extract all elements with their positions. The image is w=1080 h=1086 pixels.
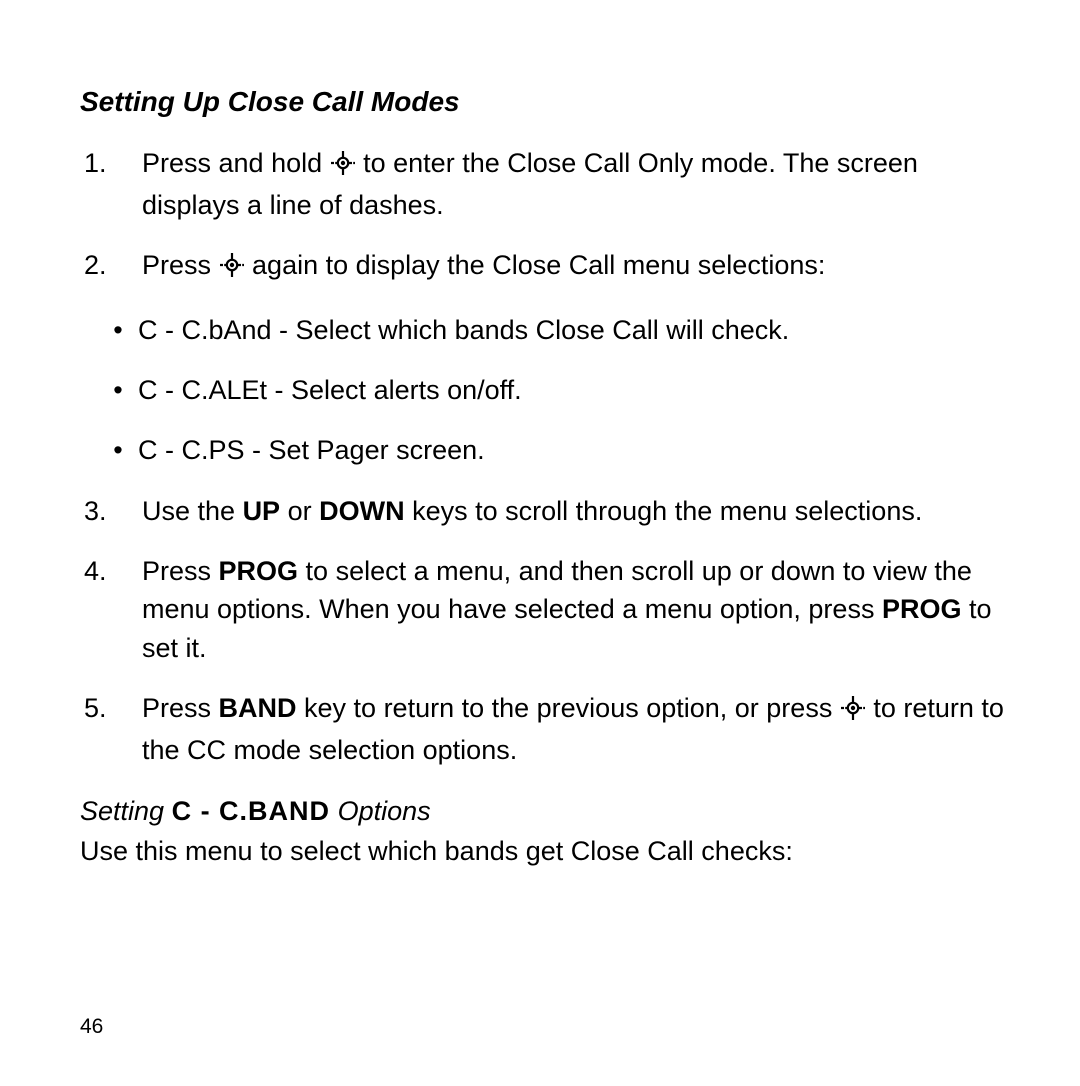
- subheading-lcd: C - C.BAND: [172, 796, 331, 826]
- step-text-post: again to display the Close Call menu sel…: [245, 250, 826, 280]
- step-number: 1.: [80, 144, 142, 225]
- bullet-item: • C - C.bAnd - Select which bands Close …: [80, 311, 1008, 349]
- step-number: 2.: [80, 246, 142, 288]
- step-body: Press and hold to enter the Close Call O…: [142, 144, 1008, 225]
- step-number: 3.: [80, 492, 142, 530]
- step-item: 1. Press and hold to enter the Close Cal…: [80, 144, 1008, 225]
- step-body: Press again to display the Close Call me…: [142, 246, 1008, 288]
- page-number: 46: [80, 1012, 103, 1042]
- step-item: 4. Press PROG to select a menu, and then…: [80, 552, 1008, 667]
- subheading-post: Options: [330, 796, 431, 826]
- step-item: 3. Use the UP or DOWN keys to scroll thr…: [80, 492, 1008, 530]
- step-number: 5.: [80, 689, 142, 770]
- step-item: 5. Press BAND key to return to the previ…: [80, 689, 1008, 770]
- bullet-marker: •: [80, 311, 138, 349]
- section-heading: Setting Up Close Call Modes: [80, 82, 1008, 122]
- bullet-text: C - C.bAnd - Select which bands Close Ca…: [138, 311, 1008, 349]
- step-body: Press BAND key to return to the previous…: [142, 689, 1008, 770]
- bullet-text: C - C.ALEt - Select alerts on/off.: [138, 371, 1008, 409]
- close-call-icon: [330, 148, 356, 186]
- close-call-icon: [840, 693, 866, 731]
- step-number: 4.: [80, 552, 142, 667]
- subsection-heading: Setting C - C.BAND Options: [80, 792, 1008, 830]
- close-call-icon: [219, 250, 245, 288]
- step-body: Use the UP or DOWN keys to scroll throug…: [142, 492, 1008, 530]
- bullet-marker: •: [80, 371, 138, 409]
- step-text-pre: Press: [142, 250, 219, 280]
- step-item: 2. Press again to display the Close Call…: [80, 246, 1008, 288]
- bullet-text: C - C.PS - Set Pager screen.: [138, 431, 1008, 469]
- bullet-item: • C - C.PS - Set Pager screen.: [80, 431, 1008, 469]
- bullet-item: • C - C.ALEt - Select alerts on/off.: [80, 371, 1008, 409]
- manual-page: Setting Up Close Call Modes 1. Press and…: [0, 0, 1080, 1086]
- bullet-marker: •: [80, 431, 138, 469]
- step-text-pre: Press BAND key to return to the previous…: [142, 693, 840, 723]
- submenu-bullets: • C - C.bAnd - Select which bands Close …: [80, 311, 1008, 470]
- subsection-intro: Use this menu to select which bands get …: [80, 832, 1008, 870]
- step-body: Press PROG to select a menu, and then sc…: [142, 552, 1008, 667]
- steps-list: 1. Press and hold to enter the Close Cal…: [80, 144, 1008, 770]
- subheading-pre: Setting: [80, 796, 172, 826]
- step-text-pre: Press and hold: [142, 148, 330, 178]
